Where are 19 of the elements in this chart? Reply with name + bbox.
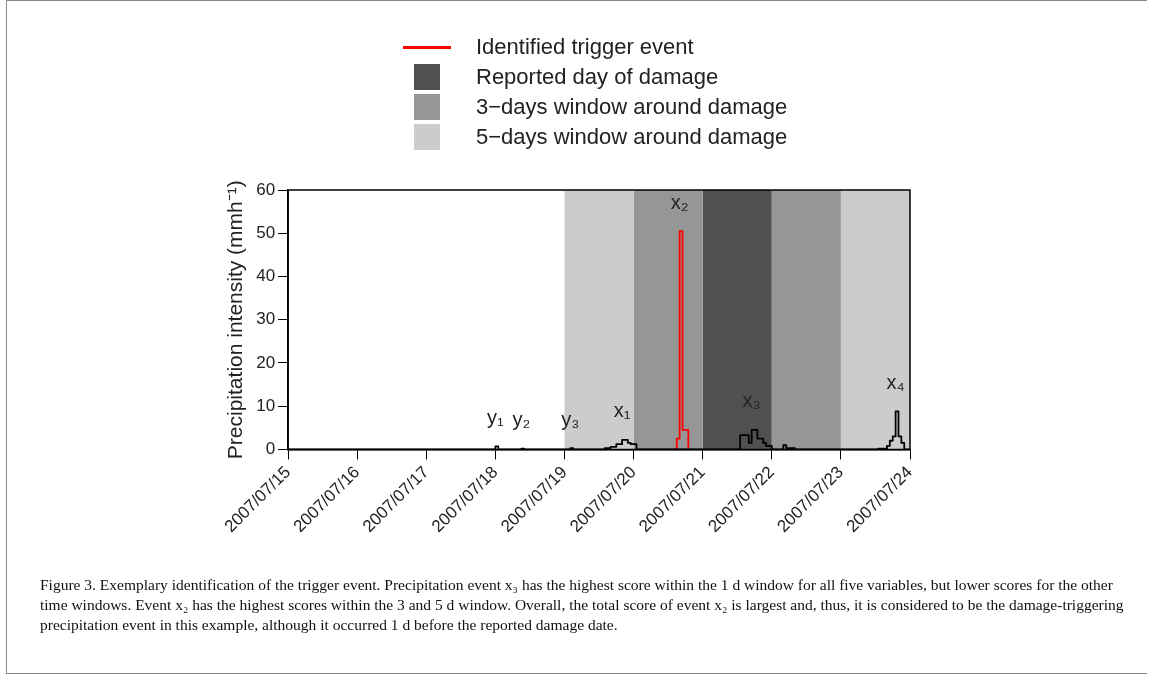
annotation: y₁	[487, 405, 505, 428]
y-tick-label: 30	[256, 309, 276, 329]
annotation: x₂	[670, 190, 689, 213]
annotation: y₃	[561, 407, 580, 430]
legend-label: Identified trigger event	[476, 34, 694, 60]
annotation: y₂	[512, 408, 531, 431]
legend-label: 5−days window around damage	[476, 124, 788, 150]
caption: Figure 3. Exemplary identification of the trigger event. Precipitation event x₃ has the highest score within the 1 d window for all five variables, but lower scores for the other time windows. Event x₂ has the highest scores within the 3 and 5 d window. Overall, the total score of event x₂ is largest and, thus, it is considered to be the damage-triggering precipitation event in this example, although it occurred 1 d before the reported damage date.	[40, 575, 1125, 635]
y-axis-title: Precipitation intensity (mmh⁻¹)	[223, 180, 247, 460]
annotation: x₁	[613, 399, 631, 422]
y-tick-label: 0	[265, 439, 276, 459]
y-tick-label: 10	[256, 395, 276, 415]
y-tick-label: 60	[256, 179, 276, 199]
y-tick-label: 20	[256, 352, 276, 372]
y-tick-label: 50	[256, 222, 276, 242]
legend-label: 3−days window around damage	[476, 94, 788, 120]
annotation: x₄	[886, 370, 905, 393]
y-tick-label: 40	[256, 266, 276, 286]
legend-label: Reported day of damage	[476, 64, 719, 90]
